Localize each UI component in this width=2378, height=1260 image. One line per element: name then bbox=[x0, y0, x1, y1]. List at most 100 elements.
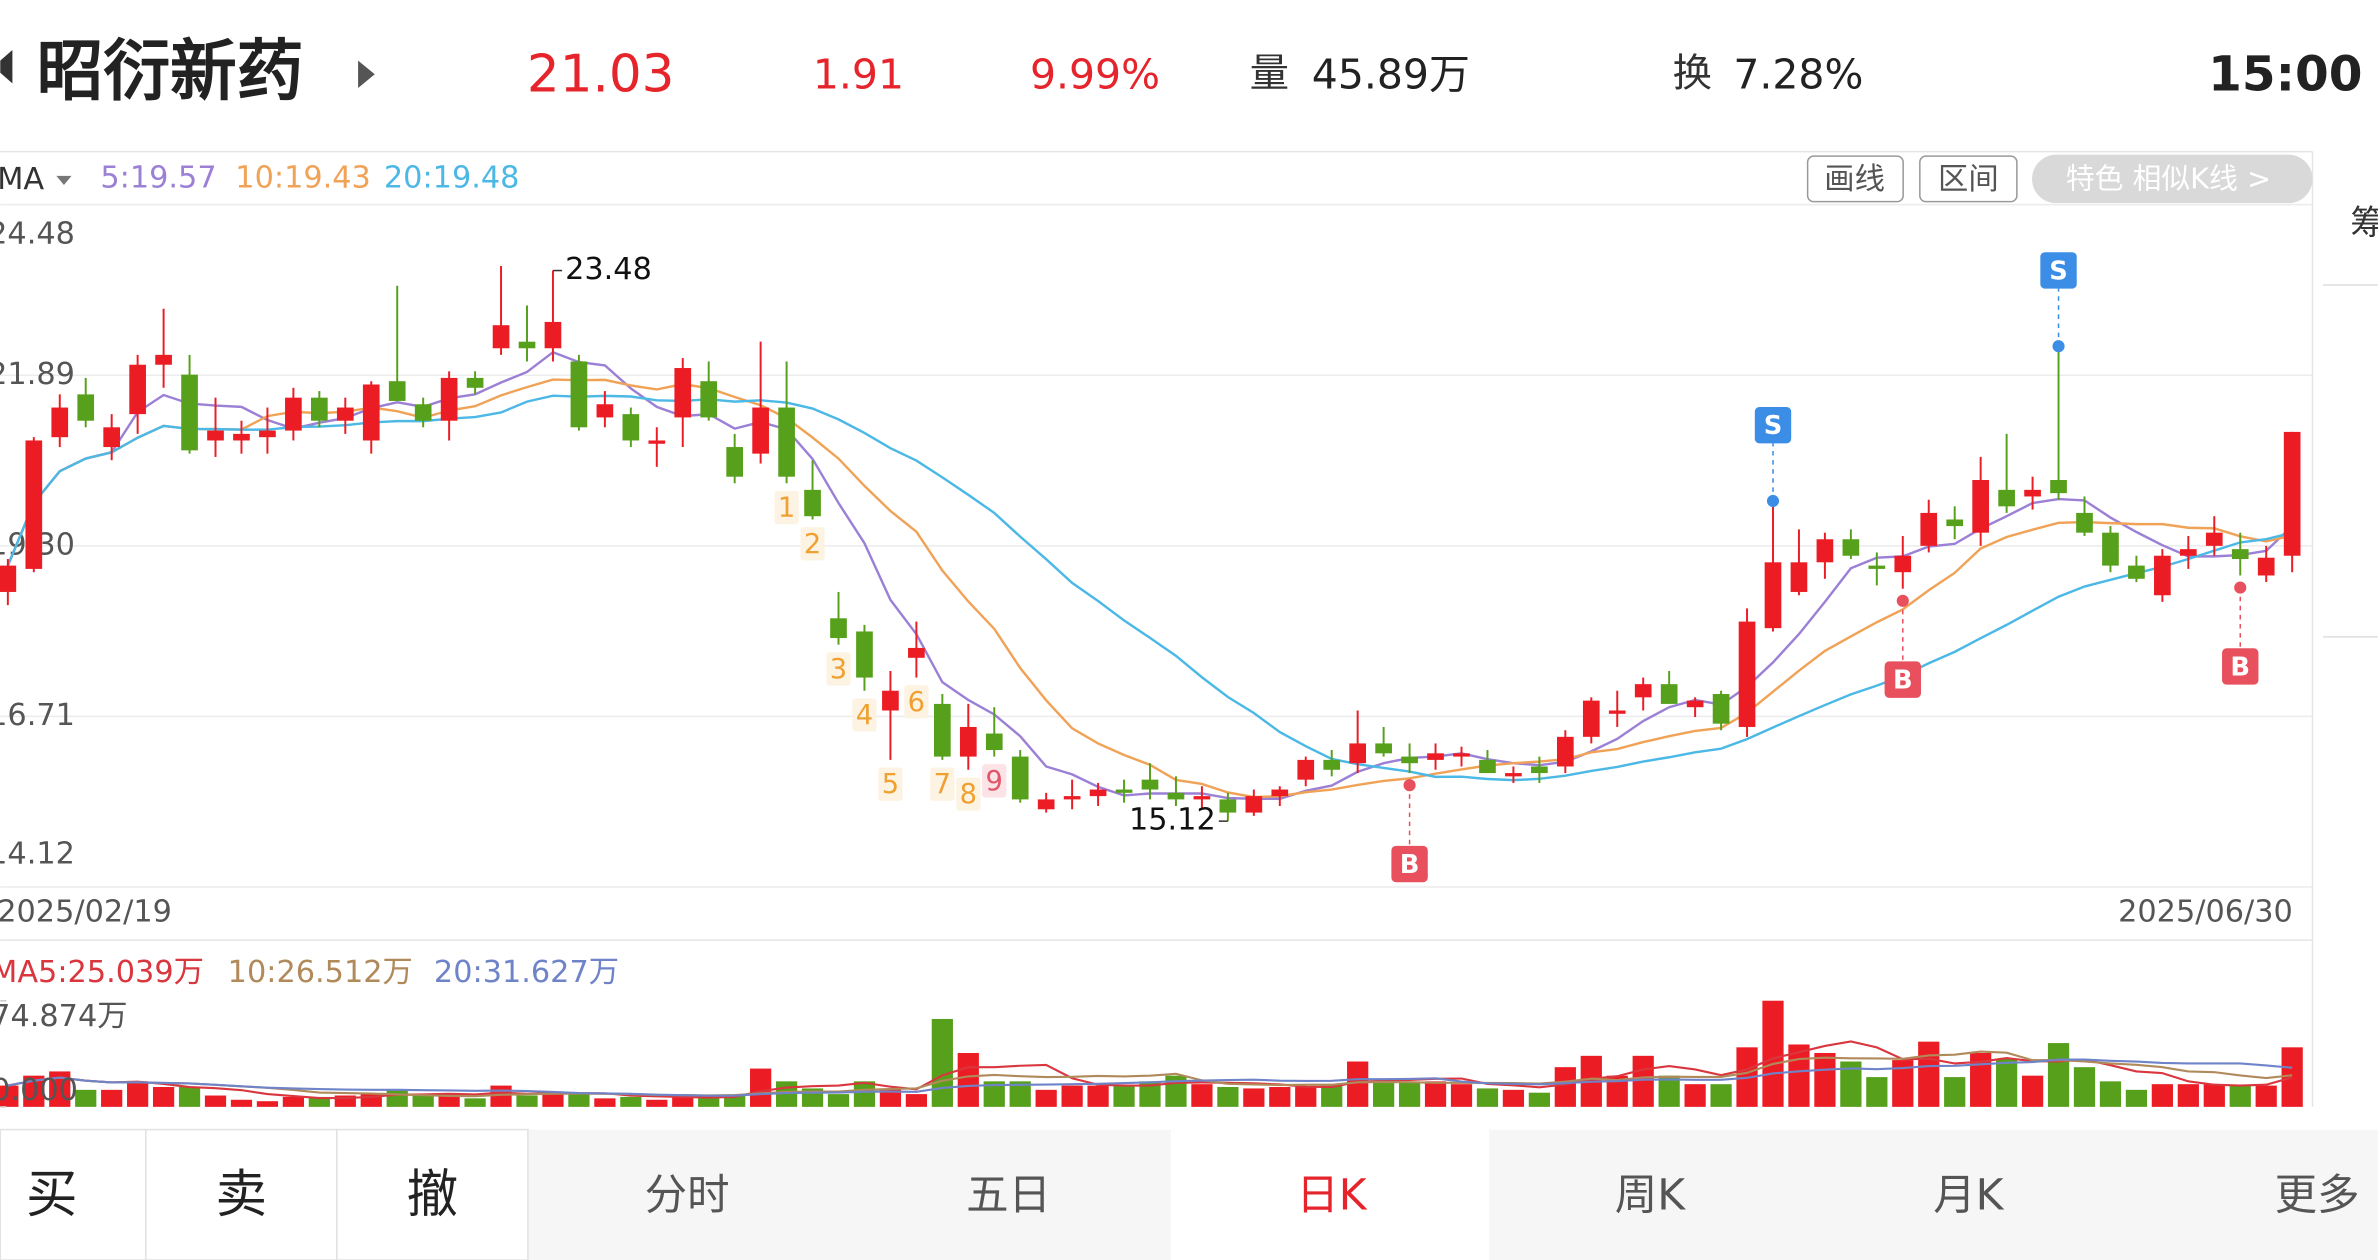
volume-bar bbox=[0, 1085, 19, 1107]
candle-body bbox=[311, 397, 328, 421]
candle-body bbox=[336, 407, 354, 421]
volume-bar bbox=[1424, 1081, 1447, 1107]
volume-bar bbox=[2125, 1089, 2148, 1107]
volume-bar bbox=[1295, 1087, 1317, 1107]
candle-body bbox=[1453, 753, 1470, 757]
trade-button[interactable] bbox=[336, 1128, 529, 1260]
volume-bar bbox=[827, 1094, 850, 1107]
count-label: 2 bbox=[804, 529, 821, 560]
next-arrow[interactable] bbox=[358, 60, 375, 88]
volume-bar bbox=[1450, 1084, 1473, 1107]
candle-body bbox=[1011, 756, 1029, 800]
trade-button[interactable] bbox=[145, 1128, 338, 1260]
signal-dot bbox=[1896, 594, 1909, 607]
volume-bar bbox=[1710, 1084, 1732, 1107]
volume-bar bbox=[1347, 1061, 1369, 1107]
candle-body bbox=[1115, 789, 1133, 793]
back-arrow[interactable] bbox=[0, 50, 13, 84]
period-tab[interactable]: 月K bbox=[1933, 1171, 2004, 1220]
candle-body bbox=[1167, 792, 1185, 800]
candle-body bbox=[1349, 743, 1367, 764]
candle-body bbox=[440, 377, 458, 421]
candle-body bbox=[622, 414, 640, 441]
volume-bar bbox=[152, 1087, 175, 1107]
volume-bar bbox=[1061, 1085, 1083, 1107]
candle-body bbox=[2050, 479, 2067, 494]
time: 15:00 bbox=[2208, 46, 2362, 102]
candle-body bbox=[752, 407, 769, 454]
signal-label: B bbox=[1893, 666, 1913, 696]
count-bg bbox=[982, 764, 1007, 798]
volume: 45.89万 bbox=[1312, 50, 1470, 98]
candle-body bbox=[1998, 489, 2015, 507]
volume-bar bbox=[204, 1095, 227, 1107]
period-tab[interactable]: 周K bbox=[1615, 1171, 1686, 1220]
candle-body bbox=[129, 364, 146, 415]
candle-body bbox=[2024, 489, 2041, 497]
candle-body bbox=[1479, 759, 1496, 774]
volume-bar bbox=[282, 1096, 304, 1107]
volume-bar bbox=[646, 1099, 668, 1107]
candle-body bbox=[2205, 532, 2223, 546]
candle-body bbox=[181, 374, 198, 451]
volume-bar bbox=[1762, 1000, 1784, 1107]
period-tab[interactable]: 五日 bbox=[966, 1171, 1051, 1220]
volume-bar bbox=[101, 1089, 123, 1107]
feature-pill[interactable] bbox=[2032, 154, 2313, 204]
volume-ma-line bbox=[7, 1050, 2293, 1098]
candle-body bbox=[1790, 562, 1808, 592]
volume-bar bbox=[2047, 1043, 2070, 1107]
candle-body bbox=[1946, 519, 1964, 527]
volume-bar bbox=[23, 1075, 45, 1107]
volume-bar bbox=[724, 1095, 746, 1107]
tool-button[interactable] bbox=[1919, 155, 2018, 203]
candle-body bbox=[0, 565, 17, 592]
y-tick-label: 24.48 bbox=[0, 217, 75, 252]
volume-bar bbox=[983, 1081, 1005, 1107]
y-tick-label: 16.71 bbox=[0, 698, 75, 733]
y-tick-label: 21.89 bbox=[0, 357, 75, 392]
volume-bar bbox=[672, 1095, 694, 1107]
tool-label: 区间 bbox=[1938, 162, 1999, 197]
tool-button[interactable] bbox=[1806, 155, 1904, 203]
candle-body bbox=[1972, 479, 1990, 533]
candle-body bbox=[1323, 759, 1341, 770]
candle-body bbox=[207, 430, 224, 441]
count-bg bbox=[956, 777, 981, 811]
candle-body bbox=[778, 407, 795, 477]
volume-bar bbox=[1684, 1084, 1706, 1107]
period-tab[interactable]: 分时 bbox=[645, 1171, 730, 1220]
volume-bar bbox=[1944, 1077, 1966, 1107]
volume-ma-line bbox=[7, 1040, 2293, 1100]
signal-dot bbox=[1403, 779, 1416, 792]
volume-bar bbox=[1840, 1061, 1862, 1107]
dropdown-arrow[interactable] bbox=[56, 175, 72, 185]
period-tab[interactable]: 日K bbox=[1296, 1171, 1367, 1220]
period-tab[interactable]: 更多 bbox=[2275, 1171, 2360, 1220]
candle-body bbox=[233, 433, 250, 441]
count-label: 1 bbox=[778, 493, 795, 524]
volume-bar bbox=[308, 1096, 330, 1107]
feature-label: 特色 相似K线 > bbox=[2066, 161, 2271, 195]
candle-body bbox=[77, 394, 95, 421]
candle-body bbox=[1920, 512, 1938, 546]
volume-bar bbox=[594, 1098, 616, 1107]
volume-bar bbox=[1373, 1082, 1395, 1107]
ma5-legend: 5:19.57 bbox=[100, 160, 216, 195]
volume-bar bbox=[905, 1094, 927, 1107]
candle-body bbox=[1738, 621, 1756, 727]
ma-label[interactable]: MA bbox=[0, 162, 44, 197]
trade-button-label: 卖 bbox=[216, 1165, 268, 1225]
volume-tick-label: 74.874万 bbox=[0, 999, 128, 1034]
candle-body bbox=[1894, 555, 1912, 573]
signal-label: S bbox=[2049, 256, 2068, 286]
volume-bar bbox=[853, 1081, 876, 1107]
volume-bar bbox=[1398, 1082, 1421, 1107]
volume-bar bbox=[75, 1089, 97, 1107]
candle-body bbox=[285, 397, 302, 431]
volume-bar bbox=[1528, 1092, 1550, 1107]
candle-body bbox=[933, 703, 951, 757]
volume-bar bbox=[1892, 1060, 1914, 1107]
volume-bar bbox=[1814, 1052, 1836, 1107]
